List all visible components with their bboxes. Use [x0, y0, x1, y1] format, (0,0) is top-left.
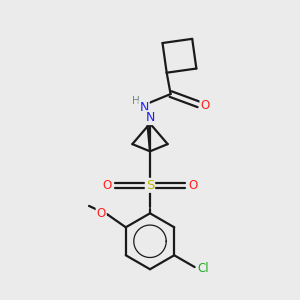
Text: O: O: [103, 179, 112, 192]
Text: N: N: [140, 101, 149, 114]
Text: O: O: [97, 207, 106, 220]
Text: N: N: [145, 111, 155, 124]
Text: O: O: [200, 99, 210, 112]
Text: H: H: [132, 96, 140, 106]
Text: O: O: [188, 179, 197, 192]
Text: S: S: [146, 179, 154, 192]
Text: Cl: Cl: [197, 262, 209, 275]
